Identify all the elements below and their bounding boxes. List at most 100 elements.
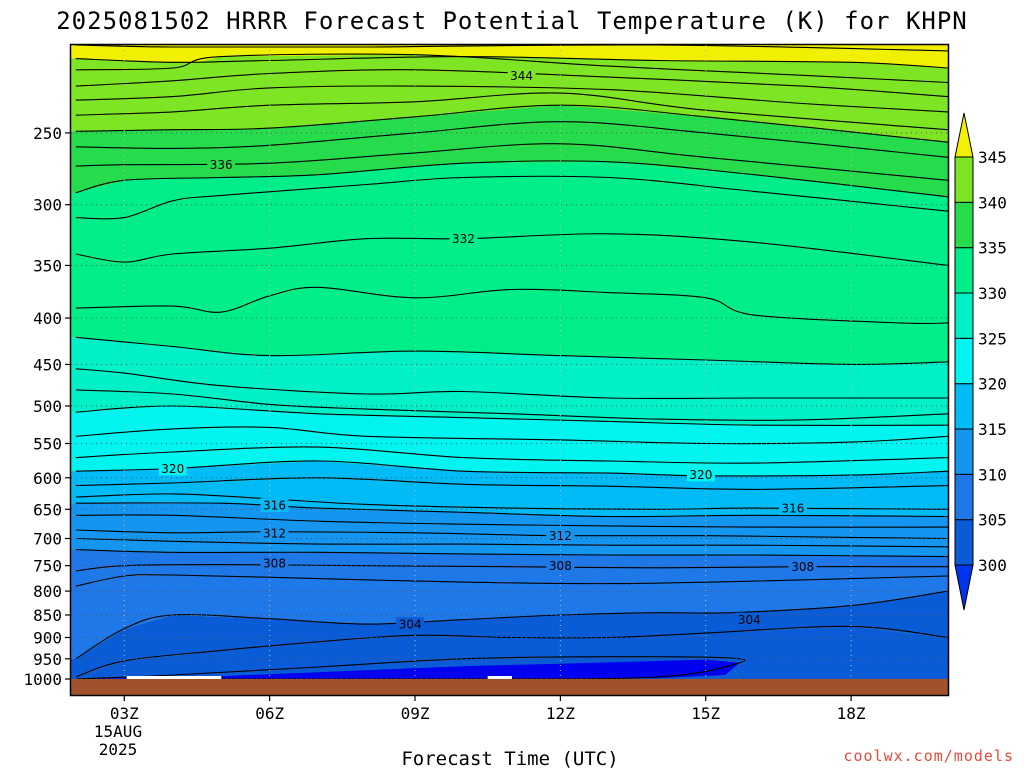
field-band-336	[71, 121, 948, 181]
contour-label-bg-304	[735, 612, 764, 627]
contour-label-bg-316	[778, 501, 807, 516]
contour-label-316: 316	[263, 499, 286, 513]
contour-318	[75, 477, 948, 490]
contour-label-320: 320	[689, 468, 712, 482]
field-band-344	[71, 54, 948, 83]
isentrope-lines	[75, 45, 948, 679]
contour-label-316: 316	[781, 502, 804, 516]
colorbar-label-325: 325	[978, 329, 1007, 348]
grid-lines	[71, 45, 948, 679]
y-tick-label-1000: 1000	[23, 670, 62, 689]
contour-label-bg-308	[546, 558, 575, 573]
contour-310	[75, 549, 948, 558]
contour-330	[75, 336, 948, 365]
contour-315	[75, 502, 948, 518]
y-tick-label-800: 800	[33, 582, 62, 601]
colorbar-swatch-325	[954, 292, 974, 339]
field-band-335	[71, 143, 948, 197]
contour-340	[75, 104, 948, 143]
y-tick-label-300: 300	[33, 196, 62, 215]
colorbar-label-305: 305	[978, 511, 1007, 530]
field-band-311	[71, 530, 948, 547]
contour-314	[75, 514, 948, 528]
field-band-342	[71, 69, 948, 112]
contour-345	[75, 56, 948, 69]
x-tick-label-12Z: 12Z	[546, 704, 575, 723]
contour-303	[75, 656, 746, 679]
colorbar-over-triangle	[954, 112, 974, 158]
contour-305	[75, 590, 948, 660]
missing-data-bar-1	[126, 676, 222, 679]
field-band-320	[71, 447, 948, 476]
contour-label-bg-308	[260, 556, 289, 571]
contour-324	[75, 405, 948, 427]
y-tick-label-550: 550	[33, 434, 62, 453]
field-band-314	[71, 503, 948, 528]
y-tick-label-650: 650	[33, 500, 62, 519]
field-band-328	[71, 337, 948, 398]
contour-304	[75, 625, 948, 678]
colorbar-swatch-300	[954, 519, 974, 566]
x-axis: 03Z 06Z 09Z 12Z 15Z 18Z	[110, 695, 866, 723]
y-tick-label-500: 500	[33, 397, 62, 416]
y-tick-label-850: 850	[33, 606, 62, 625]
colorbar-label-340: 340	[978, 193, 1007, 212]
contour-label-bg-320	[158, 461, 187, 476]
x-tick-label-09Z: 09Z	[401, 704, 430, 723]
colorbar-label-345: 345	[978, 148, 1007, 167]
date-label-year: 2025	[99, 740, 138, 759]
contour-335	[75, 160, 948, 198]
missing-data-bar-2	[487, 676, 512, 679]
field-band-343	[71, 54, 948, 97]
date-label-day: 15AUG	[94, 722, 142, 741]
y-tick-label-350: 350	[33, 256, 62, 275]
contour-label-bg-304	[396, 617, 425, 632]
contour-322	[75, 446, 948, 464]
contour-341	[75, 92, 948, 131]
colorbar-label-310: 310	[978, 465, 1007, 484]
contour-label-304: 304	[399, 618, 422, 632]
colorbar-label-315: 315	[978, 420, 1007, 439]
contour-label-304: 304	[738, 613, 761, 627]
contour-label-bg-332	[449, 231, 478, 246]
temperature-field	[71, 45, 948, 679]
x-tick-label-03Z: 03Z	[110, 704, 139, 723]
colorbar-swatch-310	[954, 428, 974, 475]
contour-label-344: 344	[510, 69, 533, 83]
field-band-315	[71, 493, 948, 517]
y-tick-label-700: 700	[33, 529, 62, 548]
contour-label-308: 308	[549, 559, 572, 573]
contour-label-bg-320	[686, 467, 715, 482]
contour-312	[75, 529, 948, 540]
colorbar-label-335: 335	[978, 239, 1007, 258]
field-band-340	[71, 93, 948, 143]
contour-label-320: 320	[161, 462, 184, 476]
x-tick-label-18Z: 18Z	[837, 704, 866, 723]
field-band-308	[71, 549, 948, 571]
cold-pool-area	[75, 659, 740, 679]
contour-331	[75, 286, 948, 325]
field-band-338	[71, 105, 948, 158]
contour-342	[75, 85, 948, 113]
contour-labels: 344 336 332 320 320 316 316 312 312 308 308 308 304 3…	[158, 68, 817, 632]
y-tick-label-600: 600	[33, 469, 62, 488]
contour-336	[75, 143, 948, 181]
plot-frame	[69, 43, 950, 697]
contour-328	[75, 368, 948, 400]
colorbar-swatch-320	[954, 337, 974, 385]
y-tick-label-400: 400	[33, 309, 62, 328]
contour-320	[75, 460, 948, 477]
contour-label-bg-312	[260, 525, 289, 540]
colorbar-swatch-305	[954, 473, 974, 521]
colorbar-label-320: 320	[978, 375, 1007, 394]
x-axis-label: Forecast Time (UTC)	[401, 748, 618, 768]
contour-label-312: 312	[549, 529, 572, 543]
field-band-316	[71, 477, 948, 510]
contour-label-308: 308	[263, 557, 286, 571]
field-band-303	[71, 626, 948, 679]
colorbar-swatch-315	[954, 383, 974, 430]
contour-332	[75, 233, 948, 266]
ground-strip	[71, 679, 948, 695]
y-tick-label-450: 450	[33, 355, 62, 374]
